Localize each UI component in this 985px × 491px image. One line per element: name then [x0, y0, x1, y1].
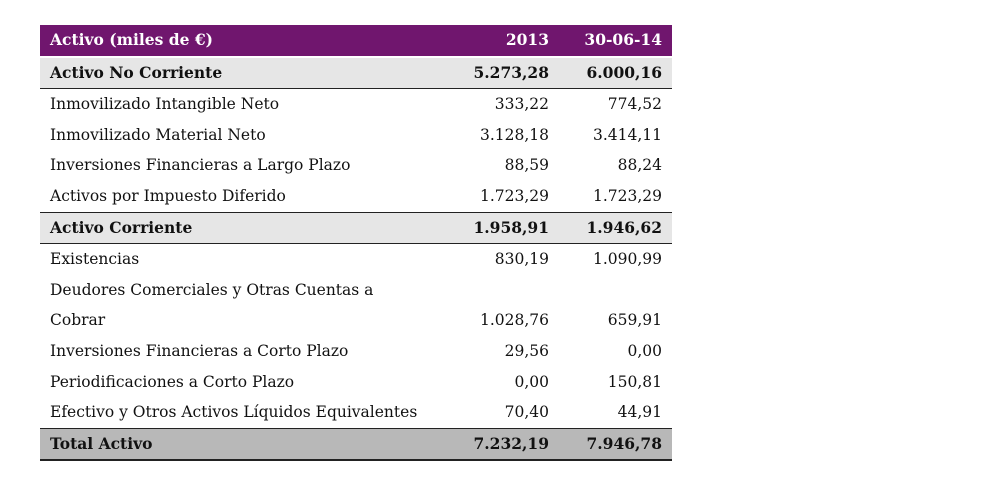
row-value-30-06-14: 150,81 — [607, 372, 662, 391]
row-value-30-06-14: 7.946,78 — [559, 427, 672, 462]
row-label: Total Activo — [40, 427, 447, 462]
row-value-30-06-14: 3.414,11 — [592, 125, 662, 144]
row-value-30-06-14: 88,24 — [617, 156, 662, 175]
table-row: Efectivo y Otros Activos Líquidos Equiva… — [40, 397, 672, 428]
table-row-activo-corriente: Activo Corriente 1.958,91 1.946,62 — [40, 211, 672, 245]
row-value-2013: 29,56 — [504, 341, 549, 360]
row-value-30-06-14: 1.723,29 — [592, 186, 662, 205]
table-row: Activos por Impuesto Diferido 1.723,29 1… — [40, 181, 672, 212]
table-row: Inversiones Financieras a Corto Plazo 29… — [40, 336, 672, 367]
row-label: Efectivo y Otros Activos Líquidos Equiva… — [50, 403, 418, 422]
table-row: Existencias 830,19 1.090,99 — [40, 244, 672, 275]
row-value-2013: 1.958,91 — [447, 211, 559, 245]
row-label: Inversiones Financieras a Corto Plazo — [50, 341, 349, 360]
header-col-30-06-14: 30-06-14 — [559, 25, 672, 58]
header-col-2013: 2013 — [447, 25, 559, 58]
row-label: Periodificaciones a Corto Plazo — [50, 372, 295, 391]
row-value-30-06-14: 6.000,16 — [559, 56, 672, 90]
row-label: Inversiones Financieras a Largo Plazo — [50, 156, 351, 175]
row-value-2013: 1.028,76 — [479, 311, 549, 330]
balance-sheet-table: Activo (miles de €) 2013 30-06-14 Activo… — [40, 25, 672, 462]
row-value-30-06-14: 1.946,62 — [559, 211, 672, 245]
row-label: Existencias — [50, 250, 140, 269]
row-value-30-06-14: 0,00 — [627, 341, 662, 360]
row-value-2013: 70,40 — [504, 403, 549, 422]
row-label: Activos por Impuesto Diferido — [50, 186, 286, 205]
row-value-30-06-14: 1.090,99 — [592, 250, 662, 269]
table-row: Inmovilizado Material Neto 3.128,18 3.41… — [40, 120, 672, 151]
table-row-total-activo: Total Activo 7.232,19 7.946,78 — [40, 427, 672, 462]
table-row: Inversiones Financieras a Largo Plazo 88… — [40, 150, 672, 181]
row-value-30-06-14: 659,91 — [607, 311, 662, 330]
row-value-2013: 88,59 — [504, 156, 549, 175]
row-value-30-06-14: 774,52 — [607, 95, 662, 114]
row-label: Inmovilizado Intangible Neto — [50, 95, 280, 114]
table-row: Periodificaciones a Corto Plazo 0,00 150… — [40, 367, 672, 398]
row-value-30-06-14: 44,91 — [617, 403, 662, 422]
row-value-2013: 7.232,19 — [447, 427, 559, 462]
row-label: Activo No Corriente — [40, 56, 447, 90]
row-label: Deudores Comerciales y Otras Cuentas a C… — [40, 275, 447, 336]
table-row-activo-no-corriente: Activo No Corriente 5.273,28 6.000,16 — [40, 56, 672, 90]
table-row: Deudores Comerciales y Otras Cuentas a C… — [40, 275, 672, 336]
row-value-2013: 5.273,28 — [447, 56, 559, 90]
row-value-2013: 830,19 — [494, 250, 549, 269]
row-value-2013: 333,22 — [494, 95, 549, 114]
row-value-2013: 3.128,18 — [479, 125, 549, 144]
header-label: Activo (miles de €) — [40, 25, 447, 58]
row-label-text: Deudores Comerciales y Otras Cuentas a C… — [50, 280, 374, 330]
row-value-2013: 1.723,29 — [479, 186, 549, 205]
row-label: Inmovilizado Material Neto — [50, 125, 266, 144]
row-value-2013: 0,00 — [514, 372, 549, 391]
table-row: Inmovilizado Intangible Neto 333,22 774,… — [40, 89, 672, 120]
row-label: Activo Corriente — [40, 211, 447, 245]
table-header-row: Activo (miles de €) 2013 30-06-14 — [40, 25, 672, 58]
